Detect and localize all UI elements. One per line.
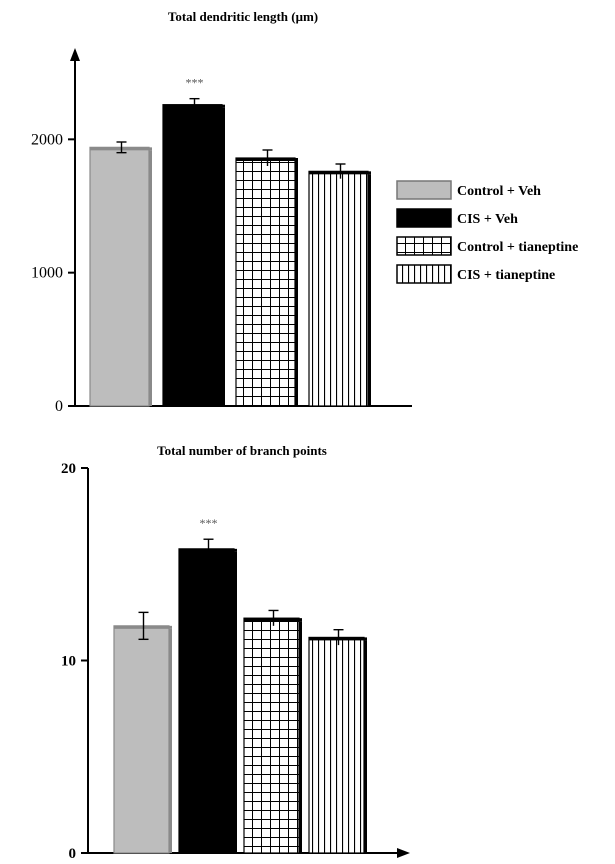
bar-shadow [222, 107, 225, 407]
bar-shadow [364, 640, 367, 853]
y-tick-label: 0 [69, 846, 77, 862]
bar [178, 548, 235, 854]
legend-swatch [396, 236, 452, 256]
y-ticks: 0 10 20 [61, 461, 88, 862]
bar [162, 104, 223, 407]
legend-label: CIS + Veh [457, 212, 518, 227]
bar [89, 146, 150, 407]
legend-swatch [396, 264, 452, 284]
bar-shadow [368, 174, 371, 406]
y-ticks: 0 1000 2000 [31, 131, 75, 415]
bar [308, 170, 369, 407]
legend-item: Control + tianeptine [396, 236, 578, 256]
bar [235, 157, 296, 407]
y-tick-label: 20 [61, 461, 76, 477]
bar [113, 625, 170, 854]
bar-shadow [149, 150, 152, 406]
x-axis-arrow [397, 848, 410, 858]
bar-shadow [169, 628, 172, 853]
y-tick-label: 1000 [31, 265, 63, 282]
legend: Control + Veh CIS + Veh Control + tianepti… [396, 180, 578, 284]
legend-swatch [396, 208, 452, 228]
chart-dendritic-length: Total dendritic length (μm) 0 1000 2000 **… [31, 9, 412, 415]
bar-shadow [295, 161, 298, 406]
bar [308, 636, 365, 854]
bar-shadow [299, 621, 302, 853]
chart-title: Total dendritic length (μm) [168, 9, 318, 24]
chart-title: Total number of branch points [157, 443, 327, 458]
bar-shadow [234, 551, 237, 853]
legend-item: CIS + tianeptine [396, 264, 555, 284]
legend-swatch [396, 180, 452, 200]
y-tick-label: 2000 [31, 131, 63, 148]
significance-label: *** [186, 76, 204, 90]
legend-label: Control + tianeptine [457, 240, 578, 255]
y-axis-arrow [70, 48, 80, 61]
bars: *** [89, 76, 371, 407]
y-tick-label: 0 [55, 398, 63, 415]
legend-item: Control + Veh [396, 180, 541, 200]
bars: *** [113, 516, 367, 854]
legend-label: CIS + tianeptine [457, 268, 555, 283]
y-tick-label: 10 [61, 654, 76, 670]
chart-branch-points: Total number of branch points 0 10 20 *** [61, 443, 410, 862]
legend-label: Control + Veh [457, 184, 541, 199]
bar [243, 617, 300, 854]
legend-item: CIS + Veh [396, 208, 518, 228]
significance-label: *** [200, 516, 218, 530]
